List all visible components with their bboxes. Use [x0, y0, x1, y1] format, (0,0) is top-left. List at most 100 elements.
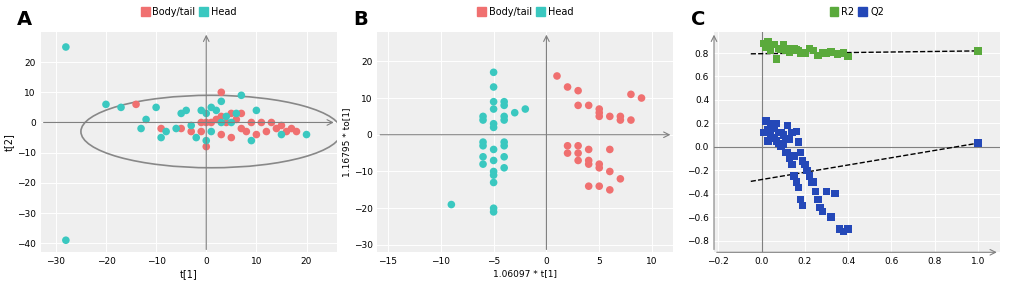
X-axis label: 1.06097 * t[1]: 1.06097 * t[1] [493, 269, 556, 278]
Point [580, 184, 596, 189]
Point [591, 166, 607, 170]
Point [792, 197, 808, 202]
Point [485, 206, 501, 211]
Point [776, 136, 793, 141]
Point [495, 99, 512, 104]
Point [228, 111, 245, 116]
Point [178, 108, 195, 113]
Point [475, 118, 491, 122]
Point [792, 51, 808, 55]
Point [822, 215, 839, 220]
Point [213, 120, 229, 125]
Point [809, 53, 825, 58]
Point [785, 154, 801, 159]
Point [781, 50, 797, 54]
Point [779, 123, 795, 128]
Point [822, 50, 839, 54]
Point [570, 158, 586, 163]
Point [495, 103, 512, 108]
Point [759, 39, 775, 43]
Point [805, 180, 821, 184]
Point [243, 120, 259, 125]
Point [755, 130, 771, 135]
Point [223, 120, 239, 125]
Point [98, 102, 114, 107]
Point [828, 52, 845, 57]
Point [495, 114, 512, 119]
Point [58, 45, 74, 49]
Point [273, 123, 289, 128]
Point [158, 129, 174, 134]
Point [765, 126, 782, 130]
Point [776, 48, 793, 53]
Point [288, 129, 305, 134]
Point [768, 121, 785, 126]
Point [208, 117, 224, 122]
Point [770, 130, 787, 135]
Point [788, 129, 804, 134]
Point [601, 114, 618, 119]
Point [969, 141, 985, 146]
Point [790, 140, 806, 144]
Point [840, 226, 856, 231]
Point [485, 147, 501, 152]
Point [558, 151, 575, 155]
Point [601, 147, 618, 152]
Point [203, 129, 219, 134]
Point [623, 118, 639, 122]
Point [485, 85, 501, 89]
Point [835, 51, 851, 55]
Point [794, 203, 810, 208]
Y-axis label: t[2]: t[2] [4, 133, 14, 151]
Point [772, 144, 789, 149]
Point [198, 144, 214, 149]
Point [591, 162, 607, 166]
Point [268, 126, 284, 131]
Point [591, 114, 607, 119]
Point [258, 129, 274, 134]
Point [570, 151, 586, 155]
Point [761, 133, 777, 137]
Point [785, 174, 801, 178]
Point [278, 129, 294, 134]
Point [611, 114, 628, 119]
Point [495, 144, 512, 148]
Point [796, 162, 812, 167]
Point [591, 184, 607, 189]
Point [788, 47, 804, 52]
Point [443, 202, 460, 207]
Point [233, 126, 250, 131]
Point [763, 42, 780, 47]
Point [826, 191, 843, 196]
Point [213, 132, 229, 137]
Point [788, 180, 804, 184]
Point [198, 138, 214, 143]
Point [193, 108, 209, 113]
Legend: R2, Q2: R2, Q2 [827, 6, 884, 18]
Point [495, 118, 512, 122]
Point [548, 74, 565, 78]
Point [794, 159, 810, 163]
Point [768, 57, 785, 61]
Point [601, 188, 618, 192]
X-axis label: t[1]: t[1] [179, 269, 198, 279]
Point [570, 103, 586, 108]
Point [299, 132, 315, 137]
Point [805, 48, 821, 53]
Point [790, 186, 806, 190]
Point [755, 41, 771, 46]
Point [475, 140, 491, 144]
Point [218, 120, 234, 125]
Point [253, 120, 269, 125]
Point [759, 139, 775, 143]
Point [182, 129, 199, 134]
Point [132, 126, 149, 131]
Point [802, 180, 818, 184]
Point [770, 46, 787, 51]
Point [485, 122, 501, 126]
Point [830, 226, 847, 231]
Point [790, 48, 806, 53]
Point [168, 126, 184, 131]
Point [485, 173, 501, 177]
Point [475, 155, 491, 159]
